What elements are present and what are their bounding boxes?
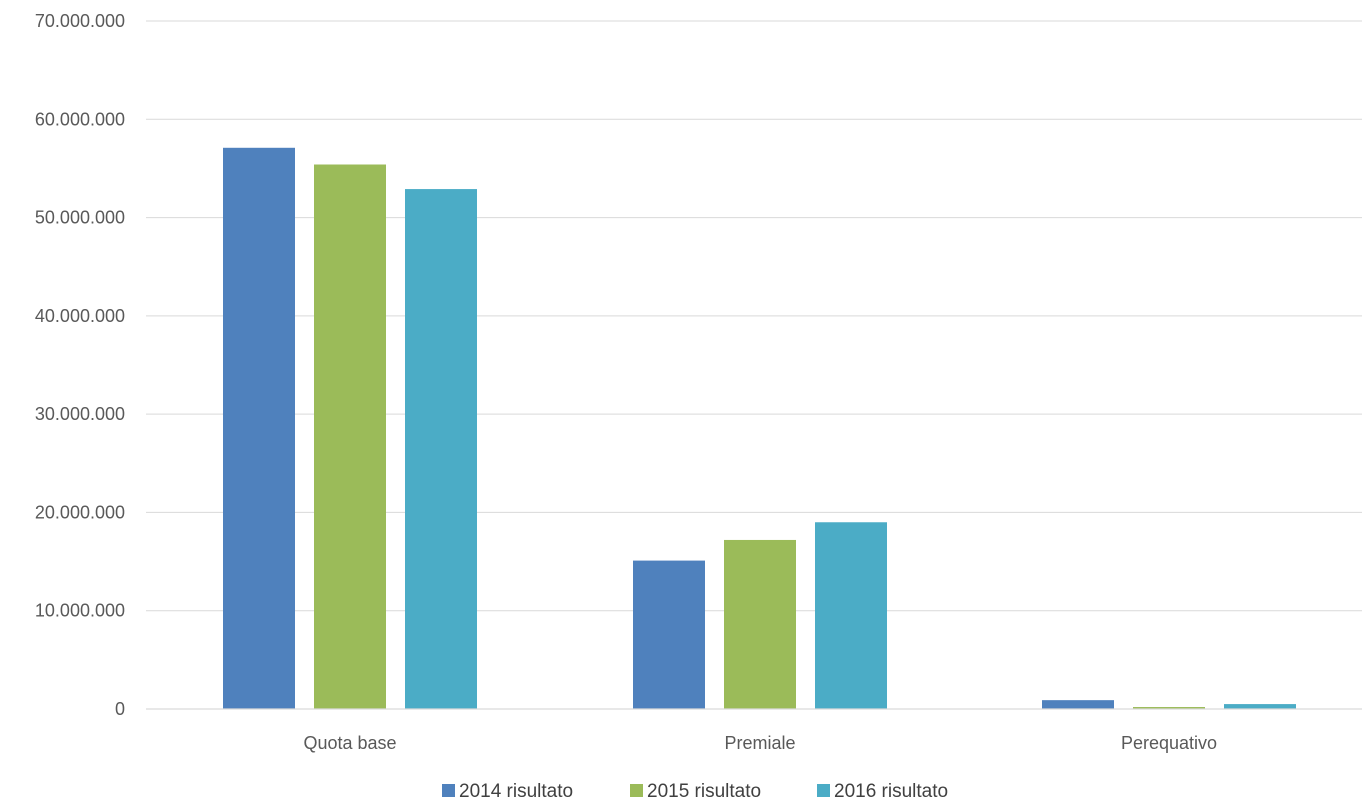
y-tick-label: 20.000.000 <box>35 502 125 522</box>
legend: 2014 risultato 2015 risultato 2016 risulta… <box>442 781 948 802</box>
y-tick-label: 40.000.000 <box>35 306 125 326</box>
legend-label: 2016 risultato <box>834 781 948 802</box>
bar <box>1133 707 1205 709</box>
bar <box>815 522 887 709</box>
bar <box>223 147 295 709</box>
bars <box>223 147 1296 710</box>
y-axis-tick-labels: 0 10.000.000 20.000.000 30.000.000 40.000.00… <box>35 11 125 719</box>
bar <box>633 560 705 709</box>
bar <box>724 539 796 709</box>
legend-swatch <box>630 784 643 797</box>
legend-swatch <box>817 784 830 797</box>
x-category-label: Perequativo <box>1121 733 1217 753</box>
legend-item: 2016 risultato <box>817 781 948 802</box>
y-tick-label: 0 <box>115 699 125 719</box>
y-tick-label: 30.000.000 <box>35 404 125 424</box>
legend-swatch <box>442 784 455 797</box>
legend-item: 2014 risultato <box>442 781 573 802</box>
y-tick-label: 60.000.000 <box>35 109 125 129</box>
y-tick-label: 50.000.000 <box>35 208 125 228</box>
legend-item: 2015 risultato <box>630 781 761 802</box>
bar <box>314 164 386 710</box>
bar <box>405 189 477 709</box>
y-tick-label: 10.000.000 <box>35 601 125 621</box>
x-axis-category-labels: Quota base Premiale Perequativo <box>303 733 1217 753</box>
y-tick-label: 70.000.000 <box>35 11 125 31</box>
bar <box>1042 700 1114 709</box>
legend-label: 2015 risultato <box>647 781 761 802</box>
x-category-label: Premiale <box>724 733 795 753</box>
bar <box>1224 704 1296 709</box>
x-category-label: Quota base <box>303 733 396 753</box>
legend-label: 2014 risultato <box>459 781 573 802</box>
